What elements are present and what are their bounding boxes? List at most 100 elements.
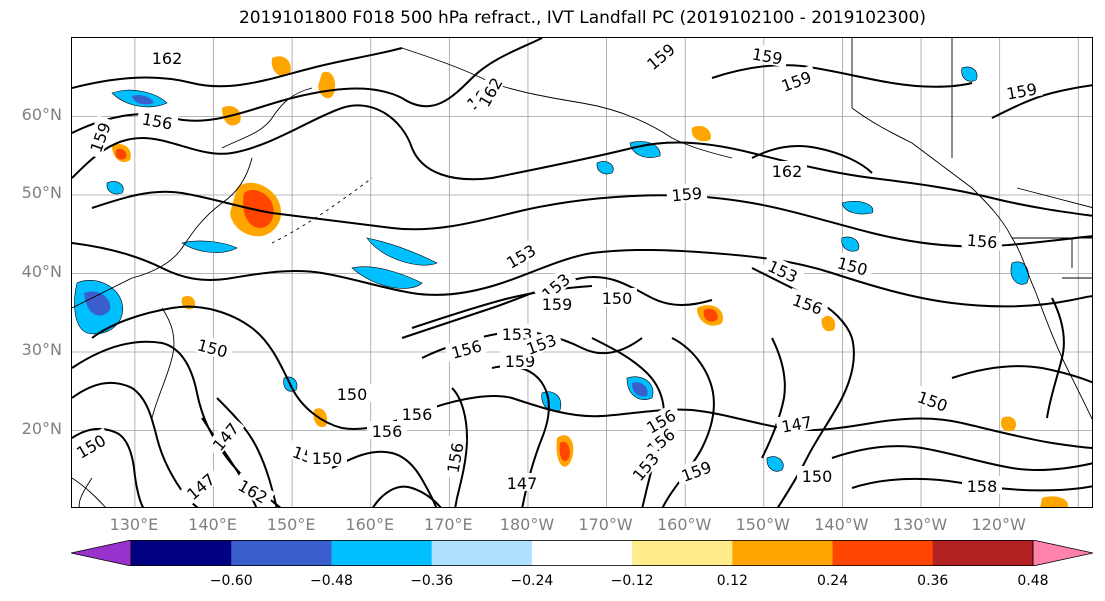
colorbar-tick-label: −0.36 (410, 573, 454, 589)
contour-label-bg (441, 436, 467, 479)
colorbar-segment (531, 540, 633, 566)
contour-label: 150 (312, 449, 343, 468)
contour-label-bg (767, 161, 807, 179)
longitude-label: 130°E (109, 515, 159, 534)
contour-label: 150 (802, 467, 833, 486)
contour-label-bg (83, 115, 115, 159)
contour-label-bg (638, 38, 682, 76)
contour-label: 156 (449, 336, 483, 362)
colorbar-segment (632, 540, 733, 566)
contour-label-bg (497, 324, 537, 342)
contour-label: 156 (372, 422, 403, 441)
contour-label-bg (666, 182, 708, 204)
contour-label-bg (624, 444, 665, 488)
contour-label-bg (774, 64, 818, 96)
latitude-label: 50°N (21, 183, 62, 202)
red-anomaly (115, 148, 718, 462)
contour-label: 159 (751, 45, 784, 69)
colorbar-tick-label: 0.24 (816, 573, 849, 589)
contour-label-bg (638, 402, 683, 439)
longitude-label: 170°E (424, 515, 473, 534)
map-title: 2019101800 F018 500 hPa refract., IVT La… (238, 8, 926, 28)
contour-label-bg (962, 476, 1002, 494)
contour-label-bg (597, 288, 637, 306)
contour-label: 156 (402, 405, 433, 424)
colorbar-tick-label: 0.12 (716, 573, 748, 589)
contour-label-bg (444, 334, 488, 362)
longitude-label: 180°W (499, 515, 555, 534)
map-panel: 1621561591621621591591591591621591561501… (71, 37, 1093, 508)
colorbar-extend-high (1032, 540, 1093, 566)
contour-label-bg (537, 294, 577, 312)
colorbar-extend-low (71, 540, 132, 566)
contour-label-bg (231, 472, 276, 507)
contour-label-bg (136, 107, 179, 133)
colorbar-segment (932, 540, 1034, 566)
latitude-label: 30°N (21, 340, 62, 359)
contour-label: 156 (141, 110, 174, 134)
contour-label: 147 (780, 413, 813, 437)
colorbar-segment (832, 540, 934, 566)
contour-label: 156 (790, 290, 825, 318)
contour-label: 162 (152, 49, 183, 68)
contour-label: 150 (602, 289, 633, 308)
contour-label-bg (147, 48, 187, 66)
contour-label: 159 (779, 67, 814, 95)
contour-label-bg (761, 253, 806, 287)
colorbar-tick-label: −0.60 (209, 573, 253, 589)
contour-label: 150 (337, 385, 368, 404)
colorbar-segment (431, 540, 533, 566)
longitude-label: 160°E (345, 515, 395, 534)
contour-label-bg (786, 287, 830, 319)
longitude-label: 150°E (266, 515, 316, 534)
contour-label-bg (397, 404, 437, 422)
longitude-label: 120°W (971, 515, 1026, 534)
contour-label-bg (367, 421, 407, 439)
longitude-label: 150°W (735, 515, 790, 534)
colorbar-segment (331, 540, 433, 566)
longitude-label: 170°W (578, 515, 633, 534)
contour-label-bg (797, 466, 837, 484)
contour-label-bg (471, 69, 508, 114)
contour-label: 158 (967, 477, 998, 496)
graticule (72, 38, 1092, 507)
colorbar-tick-label: −0.24 (510, 573, 554, 589)
longitude-label: 130°W (892, 515, 948, 534)
colorbar-segment (131, 540, 232, 566)
contour-label-bg (746, 42, 789, 68)
map-canvas: 1621561591621621591591591591621591561501… (72, 38, 1092, 507)
longitude-label: 140°W (814, 515, 869, 534)
contour-label-bg (332, 384, 372, 402)
contour-label-bg (775, 410, 818, 436)
contour-label: 150 (915, 387, 950, 415)
longitude-label: 160°W (657, 515, 712, 534)
contour-label-bg (204, 414, 245, 458)
colorbar-segment (732, 540, 834, 566)
colorbar-tick-label: −0.12 (610, 573, 654, 589)
contour-label-bg (1000, 77, 1043, 103)
latitude-label: 40°N (21, 261, 62, 281)
latitude-label: 20°N (21, 418, 62, 438)
contour-label-bg (498, 237, 543, 274)
contour-label: 162 (772, 162, 803, 181)
contour-label: 153 (502, 325, 533, 344)
contour-label-bg (502, 473, 542, 491)
contour-label-bg (191, 333, 235, 361)
colorbar-segment (231, 540, 332, 566)
contour-label-bg (72, 427, 113, 464)
contour-label: 159 (671, 184, 703, 206)
colorbar-tick-label: 0.48 (1017, 573, 1049, 589)
colorbar (71, 540, 1093, 566)
contour-label-bg (831, 251, 875, 279)
contour-label-bg (307, 448, 347, 466)
contour-label: 159 (542, 295, 573, 314)
orange-anomaly (112, 56, 1068, 507)
contour-label-bg (519, 327, 563, 359)
contour-label-bg (961, 229, 1003, 251)
colorbar-border (130, 540, 1034, 566)
latitude-label: 60°N (21, 104, 62, 124)
contour-label-bg (674, 454, 718, 486)
contour-label: 159 (679, 457, 714, 485)
contour-label: 147 (507, 474, 538, 493)
dark-blue-anomaly (84, 95, 648, 397)
